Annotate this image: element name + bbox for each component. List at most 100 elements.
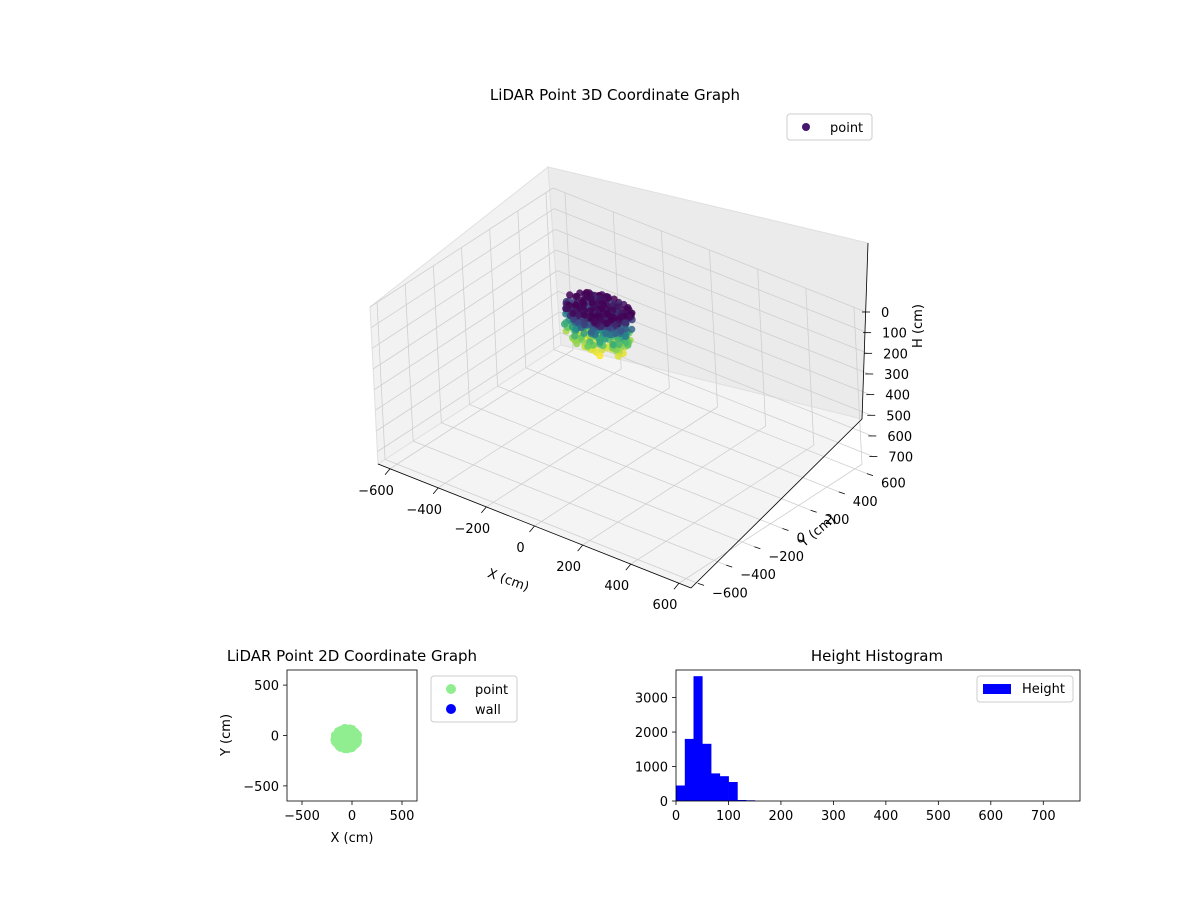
y-tick-label: 400 [853,495,878,510]
2d-y-tick-label: 500 [254,679,279,694]
grid-y-wall [545,192,555,350]
grid-y-wall [489,229,499,387]
point-2d [341,726,348,733]
y-tick-mark [726,564,733,568]
3d-legend-marker-point [802,123,810,131]
grid-x-back [757,269,767,427]
grid-y-wall [404,284,414,442]
grid-y-wall [432,265,442,423]
z-tick-label: 700 [888,451,913,466]
point-3d [580,321,589,329]
point-3d [569,309,577,318]
histogram-y-tick-label: 1000 [635,761,668,776]
3d-legend-label-point: point [830,121,863,136]
histogram-y-tick-label: 0 [660,795,668,810]
2d-x-tick-label: 0 [348,809,356,824]
y-tick-mark [697,583,705,586]
2d-tick-labels: −500 0 500 −500 0 500 [243,679,414,824]
histogram-bar [737,800,747,801]
x-tick-mark [384,468,391,476]
grid-x-back [805,288,815,446]
point-3d [628,325,636,333]
histogram-legend: Height [976,675,1074,703]
histogram-bar [684,738,694,801]
3d-tick-labels: −600−400−2000200400600−600−400−200020040… [358,306,913,613]
2d-point-cloud [330,724,362,754]
grid-x-back [660,230,670,388]
point-3d [587,328,595,336]
point-3d [621,319,629,327]
point-3d [622,332,630,340]
grid-y-floor [469,404,783,529]
point-3d [617,327,625,335]
point-2d [349,726,356,733]
point-2d [345,738,352,745]
grid-y-floor [497,385,811,511]
point-2d [355,738,362,745]
histogram-x-tick-label: 0 [672,809,680,824]
histogram-x-tick-label: 600 [978,809,1003,824]
histogram-title: Height Histogram [811,647,943,665]
x-tick-mark [432,487,439,495]
histogram-legend-box [976,675,1074,703]
histogram-bar [711,773,721,801]
point-3d [611,329,620,337]
3d-legend-box [786,113,873,141]
grid-z-wall [372,249,557,370]
grid-x-back [709,249,718,408]
z-tick-label: 500 [886,409,911,424]
x-tick-label: 600 [653,598,678,613]
grid-z-back [553,208,868,334]
grid-y-wall [376,302,386,460]
grid-z-back [557,270,871,396]
grid-y-wall [517,210,527,368]
chart-2d: LiDAR Point 2D Coordinate Graph −500 0 500… [219,647,518,846]
grid-y-floor [413,440,727,566]
x-tick-label: −400 [406,503,442,518]
2d-legend: point wall [430,675,518,723]
grid-z-wall [373,270,558,390]
grid-z-wall [376,311,560,432]
y-tick-label: 600 [881,477,906,492]
x-tick-label: 200 [556,560,581,575]
x-tick-label: 0 [516,541,524,556]
point-3d [566,291,574,299]
y-tick-label: 0 [797,532,805,547]
y-tick-mark [838,491,845,495]
point-3d [609,340,617,348]
histogram-x-tick-label: 300 [821,809,846,824]
histogram-x-tick-label: 700 [1031,809,1056,824]
2d-x-tick-label: 500 [390,809,415,824]
histogram-bar [693,676,703,801]
2d-legend-marker-point [446,684,456,694]
y-tick-label: 200 [825,513,850,528]
chart-2d-title: LiDAR Point 2D Coordinate Graph [227,647,477,665]
grid-y-floor [525,367,839,493]
point-2d [338,737,346,745]
grid-z-wall [375,290,559,411]
grid-z-back [552,187,867,313]
2d-legend-label-point: point [475,683,508,698]
3d-legend: point [786,113,873,141]
histogram-x-tick-label: 400 [873,809,898,824]
histogram-bar [702,743,712,801]
histogram-bar [728,782,738,801]
grid-z-wall [377,332,561,452]
point-2d [346,745,353,752]
histogram-x-tick-label: 200 [769,809,794,824]
2d-y-axis-label: Y (cm) [219,714,234,757]
histogram-x-tick-label: 100 [716,809,741,824]
x-tick-label: −200 [454,522,490,537]
y-tick-label: −200 [768,550,804,565]
chart-histogram: Height Histogram 0 100 200 300 400 500 600 700 0… [635,647,1081,824]
grid-z-wall [371,228,556,349]
2d-x-tick-label: −500 [284,809,320,824]
x-tick-mark [529,525,535,533]
grid-z-wall [370,208,555,328]
histogram-x-tick-label: 500 [926,809,951,824]
point-2d [338,743,345,750]
2d-legend-label-wall: wall [475,703,501,718]
grid-y-floor [441,422,755,548]
x-tick-mark [577,544,583,552]
